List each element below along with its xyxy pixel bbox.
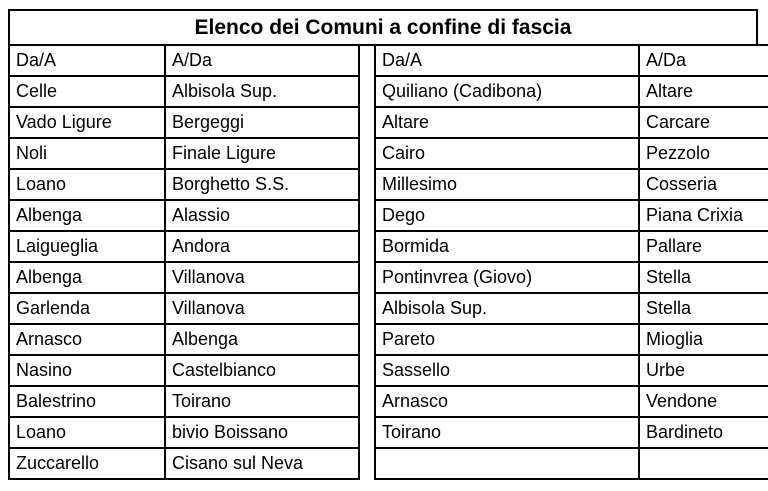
table-cell: Bormida bbox=[374, 230, 640, 263]
table-cell: Toirano bbox=[374, 416, 640, 449]
column-header: Da/A bbox=[8, 44, 166, 77]
table-row: Toirano Bardineto bbox=[374, 416, 768, 449]
table-cell: Celle bbox=[8, 75, 166, 108]
table-cell bbox=[374, 447, 640, 480]
table-cell: Pontinvrea (Giovo) bbox=[374, 261, 640, 294]
table-cell: bivio Boissano bbox=[164, 416, 360, 449]
table-cell: Albenga bbox=[164, 323, 360, 356]
table-row: Garlenda Villanova bbox=[8, 292, 360, 325]
table-row: Millesimo Cosseria bbox=[374, 168, 768, 201]
table-cell: Pareto bbox=[374, 323, 640, 356]
table-row: Vado Ligure Bergeggi bbox=[8, 106, 360, 139]
table-cell: Mioglia bbox=[638, 323, 768, 356]
table-row: Cairo Pezzolo bbox=[374, 137, 768, 170]
left-table: Da/A A/Da Celle Albisola Sup. Vado Ligure Ber… bbox=[8, 44, 360, 480]
table-cell: Nasino bbox=[8, 354, 166, 387]
table-row: Nasino Castelbianco bbox=[8, 354, 360, 387]
table-row bbox=[374, 447, 768, 480]
table-cell: Millesimo bbox=[374, 168, 640, 201]
table-row: Albenga Alassio bbox=[8, 199, 360, 232]
right-table: Da/A A/Da Quiliano (Cadibona) Altare Altare C… bbox=[374, 44, 768, 480]
table-cell: Stella bbox=[638, 261, 768, 294]
table-cell: Finale Ligure bbox=[164, 137, 360, 170]
table-cell: Arnasco bbox=[374, 385, 640, 418]
table-cell: Albisola Sup. bbox=[164, 75, 360, 108]
table-cell: Garlenda bbox=[8, 292, 166, 325]
table-cell: Albenga bbox=[8, 199, 166, 232]
table-cell: Albisola Sup. bbox=[374, 292, 640, 325]
table-row: Arnasco Albenga bbox=[8, 323, 360, 356]
table-cell: Altare bbox=[638, 75, 768, 108]
table-cell: Pallare bbox=[638, 230, 768, 263]
table-cell: Alassio bbox=[164, 199, 360, 232]
table-cell: Toirano bbox=[164, 385, 360, 418]
table-row: Quiliano (Cadibona) Altare bbox=[374, 75, 768, 108]
table-cell: Noli bbox=[8, 137, 166, 170]
table-row: Pareto Mioglia bbox=[374, 323, 768, 356]
table-cell: Villanova bbox=[164, 261, 360, 294]
table-cell: Arnasco bbox=[8, 323, 166, 356]
table-row: Sassello Urbe bbox=[374, 354, 768, 387]
table-cell: Andora bbox=[164, 230, 360, 263]
table-row: Zuccarello Cisano sul Neva bbox=[8, 447, 360, 480]
table-cell: Altare bbox=[374, 106, 640, 139]
table-cell: Sassello bbox=[374, 354, 640, 387]
table-row: Pontinvrea (Giovo) Stella bbox=[374, 261, 768, 294]
table-cell bbox=[638, 447, 768, 480]
header-row: Da/A A/Da bbox=[374, 44, 768, 77]
table-cell: Vendone bbox=[638, 385, 768, 418]
table-row: Noli Finale Ligure bbox=[8, 137, 360, 170]
page-title: Elenco dei Comuni a confine di fascia bbox=[8, 9, 758, 46]
table-cell: Villanova bbox=[164, 292, 360, 325]
table-row: Altare Carcare bbox=[374, 106, 768, 139]
table-cell: Cosseria bbox=[638, 168, 768, 201]
table-row: Loano Borghetto S.S. bbox=[8, 168, 360, 201]
table-cell: Dego bbox=[374, 199, 640, 232]
table-row: Arnasco Vendone bbox=[374, 385, 768, 418]
table-cell: Urbe bbox=[638, 354, 768, 387]
comuni-sheet: Elenco dei Comuni a confine di fascia Da… bbox=[8, 9, 768, 480]
table-row: Loano bivio Boissano bbox=[8, 416, 360, 449]
table-cell: Loano bbox=[8, 416, 166, 449]
table-row: Bormida Pallare bbox=[374, 230, 768, 263]
column-header: Da/A bbox=[374, 44, 640, 77]
header-row: Da/A A/Da bbox=[8, 44, 360, 77]
table-cell: Cairo bbox=[374, 137, 640, 170]
table-cell: Vado Ligure bbox=[8, 106, 166, 139]
table-cell: Cisano sul Neva bbox=[164, 447, 360, 480]
table-cell: Castelbianco bbox=[164, 354, 360, 387]
table-cell: Zuccarello bbox=[8, 447, 166, 480]
table-cell: Albenga bbox=[8, 261, 166, 294]
table-cell: Stella bbox=[638, 292, 768, 325]
table-cell: Borghetto S.S. bbox=[164, 168, 360, 201]
table-row: Balestrino Toirano bbox=[8, 385, 360, 418]
table-row: Celle Albisola Sup. bbox=[8, 75, 360, 108]
table-cell: Bergeggi bbox=[164, 106, 360, 139]
table-cell: Loano bbox=[8, 168, 166, 201]
table-cell: Bardineto bbox=[638, 416, 768, 449]
table-cell: Balestrino bbox=[8, 385, 166, 418]
table-cell: Laigueglia bbox=[8, 230, 166, 263]
table-cell: Pezzolo bbox=[638, 137, 768, 170]
table-cell: Quiliano (Cadibona) bbox=[374, 75, 640, 108]
column-header: A/Da bbox=[638, 44, 768, 77]
table-cell: Carcare bbox=[638, 106, 768, 139]
column-header: A/Da bbox=[164, 44, 360, 77]
table-cell: Piana Crixia bbox=[638, 199, 768, 232]
table-row: Albenga Villanova bbox=[8, 261, 360, 294]
table-row: Dego Piana Crixia bbox=[374, 199, 768, 232]
table-row: Albisola Sup. Stella bbox=[374, 292, 768, 325]
table-row: Laigueglia Andora bbox=[8, 230, 360, 263]
tables-container: Da/A A/Da Celle Albisola Sup. Vado Ligure Ber… bbox=[8, 44, 768, 480]
